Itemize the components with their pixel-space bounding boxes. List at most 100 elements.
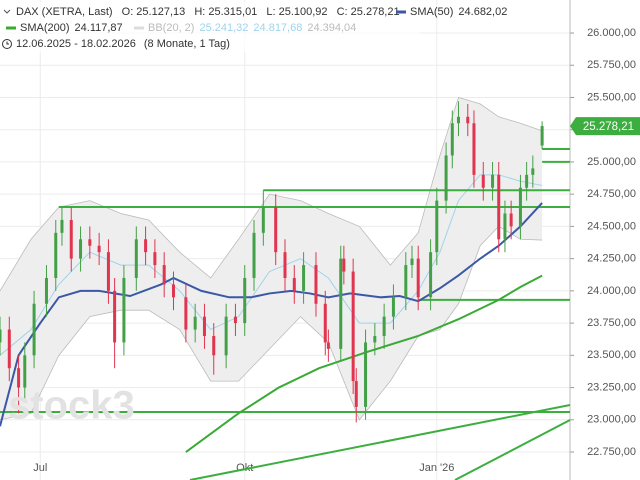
high-label: H: 25.315,01: [194, 6, 257, 18]
clock-hands: [6, 41, 9, 45]
header-ohlc: DAX (XETRA, Last) O: 25.127,13 H: 25.315…: [16, 6, 400, 18]
candle-body: [491, 174, 495, 188]
candle-body: [540, 126, 544, 146]
candle-body: [54, 232, 58, 278]
candle-body: [274, 207, 278, 253]
trend-line: [189, 404, 571, 480]
y-tick-label: 24.750,00: [587, 188, 636, 200]
candle-body: [323, 303, 327, 343]
candle-body: [404, 265, 408, 298]
legend-value: 24.817,68: [253, 22, 302, 34]
price-tag-label: 25.278,21: [583, 121, 634, 133]
y-tick-label: 24.250,00: [587, 253, 636, 265]
candle-body: [106, 252, 110, 291]
candle-body: [153, 252, 157, 266]
candle-body: [202, 316, 206, 336]
candle-body: [69, 219, 73, 259]
candle-body: [373, 335, 377, 343]
date-range: 12.06.2025 - 18.02.2026 (8 Monate, 1 Tag): [16, 38, 230, 50]
y-tick-label: 25.000,00: [587, 156, 636, 168]
y-tick-label: 24.500,00: [587, 220, 636, 232]
candle-body: [382, 316, 386, 336]
candle-body: [497, 174, 501, 240]
candle-body: [391, 297, 395, 317]
x-tick-label: Jan '26: [419, 462, 454, 474]
candle-body: [435, 200, 439, 253]
y-tick-label: 23.000,00: [587, 414, 636, 426]
candle-body: [326, 342, 330, 349]
bb-upper: [0, 96, 543, 292]
legend-value: 24.682,02: [458, 6, 507, 18]
candle-body: [466, 116, 470, 124]
candle-body: [342, 258, 346, 272]
legend: DAX (XETRA, Last) O: 25.127,13 H: 25.315…: [0, 2, 507, 52]
candle-body: [97, 245, 101, 253]
candle-body: [113, 290, 117, 343]
candle-body: [314, 265, 318, 304]
x-tick-label: Jul: [33, 462, 47, 474]
candle-body: [233, 316, 237, 324]
candle-body: [0, 329, 2, 343]
candle-body: [32, 303, 36, 356]
sma-line: [0, 202, 543, 427]
candle-body: [243, 277, 247, 324]
candle-body: [212, 335, 216, 356]
candle-body: [7, 329, 11, 369]
legend-name: SMA(50): [410, 6, 453, 18]
candle-body: [302, 265, 306, 291]
legend-name: SMA(200): [20, 22, 70, 34]
candle-body: [429, 252, 433, 298]
low-label: L: 25.100,92: [266, 6, 327, 18]
candle-body: [518, 187, 522, 227]
candle-body: [410, 258, 414, 266]
candle-body: [261, 207, 265, 233]
candle-body: [134, 239, 138, 278]
candle-body: [509, 213, 513, 227]
bb-middle: [0, 174, 543, 356]
candle-body: [450, 123, 454, 156]
legend-entry: BB(20, 2) 25.241,32 24.817,68 24.394,04: [148, 22, 356, 34]
instrument: DAX (XETRA, Last): [16, 6, 113, 18]
candle-body: [364, 342, 368, 407]
candle-body: [472, 123, 476, 175]
candle-body: [283, 252, 287, 278]
y-tick-label: 23.500,00: [587, 349, 636, 361]
open-label: O: 25.127,13: [122, 6, 186, 18]
candle-body: [60, 219, 64, 233]
legend-name: BB(20, 2): [148, 22, 194, 34]
legend-entry: SMA(50) 24.682,02: [410, 6, 507, 18]
candle-body: [79, 239, 83, 259]
trend-line: [454, 419, 571, 480]
candle-body: [351, 271, 355, 382]
close-label: C: 25.278,21: [337, 6, 400, 18]
y-tick-label: 25.750,00: [587, 59, 636, 71]
watermark: stock3: [8, 384, 135, 428]
y-tick-label: 24.000,00: [587, 285, 636, 297]
legend-value: 25.241,32: [199, 22, 248, 34]
candle-body: [17, 368, 21, 388]
candle-body: [162, 265, 166, 285]
y-tick-label: 23.750,00: [587, 317, 636, 329]
price-tag: [570, 117, 640, 136]
candle-body: [481, 174, 485, 188]
candle-body: [144, 239, 148, 253]
candle-body: [531, 168, 535, 175]
candle-body: [525, 174, 529, 188]
legend-value: 24.394,04: [307, 22, 356, 34]
candle-body: [44, 277, 48, 304]
candle-body: [503, 213, 507, 240]
candle-body: [23, 355, 27, 388]
candle-body: [416, 258, 420, 298]
candle-body: [171, 284, 175, 298]
range: 12.06.2025 - 18.02.2026: [16, 38, 136, 50]
candle-body: [224, 316, 228, 356]
y-tick-label: 26.000,00: [587, 27, 636, 39]
candle-body: [122, 277, 126, 343]
y-tick-label: 23.250,00: [587, 381, 636, 393]
legend-bg: [0, 2, 420, 52]
collapse-icon[interactable]: [3, 9, 11, 14]
candle-body: [339, 258, 343, 349]
candle-body: [444, 155, 448, 201]
